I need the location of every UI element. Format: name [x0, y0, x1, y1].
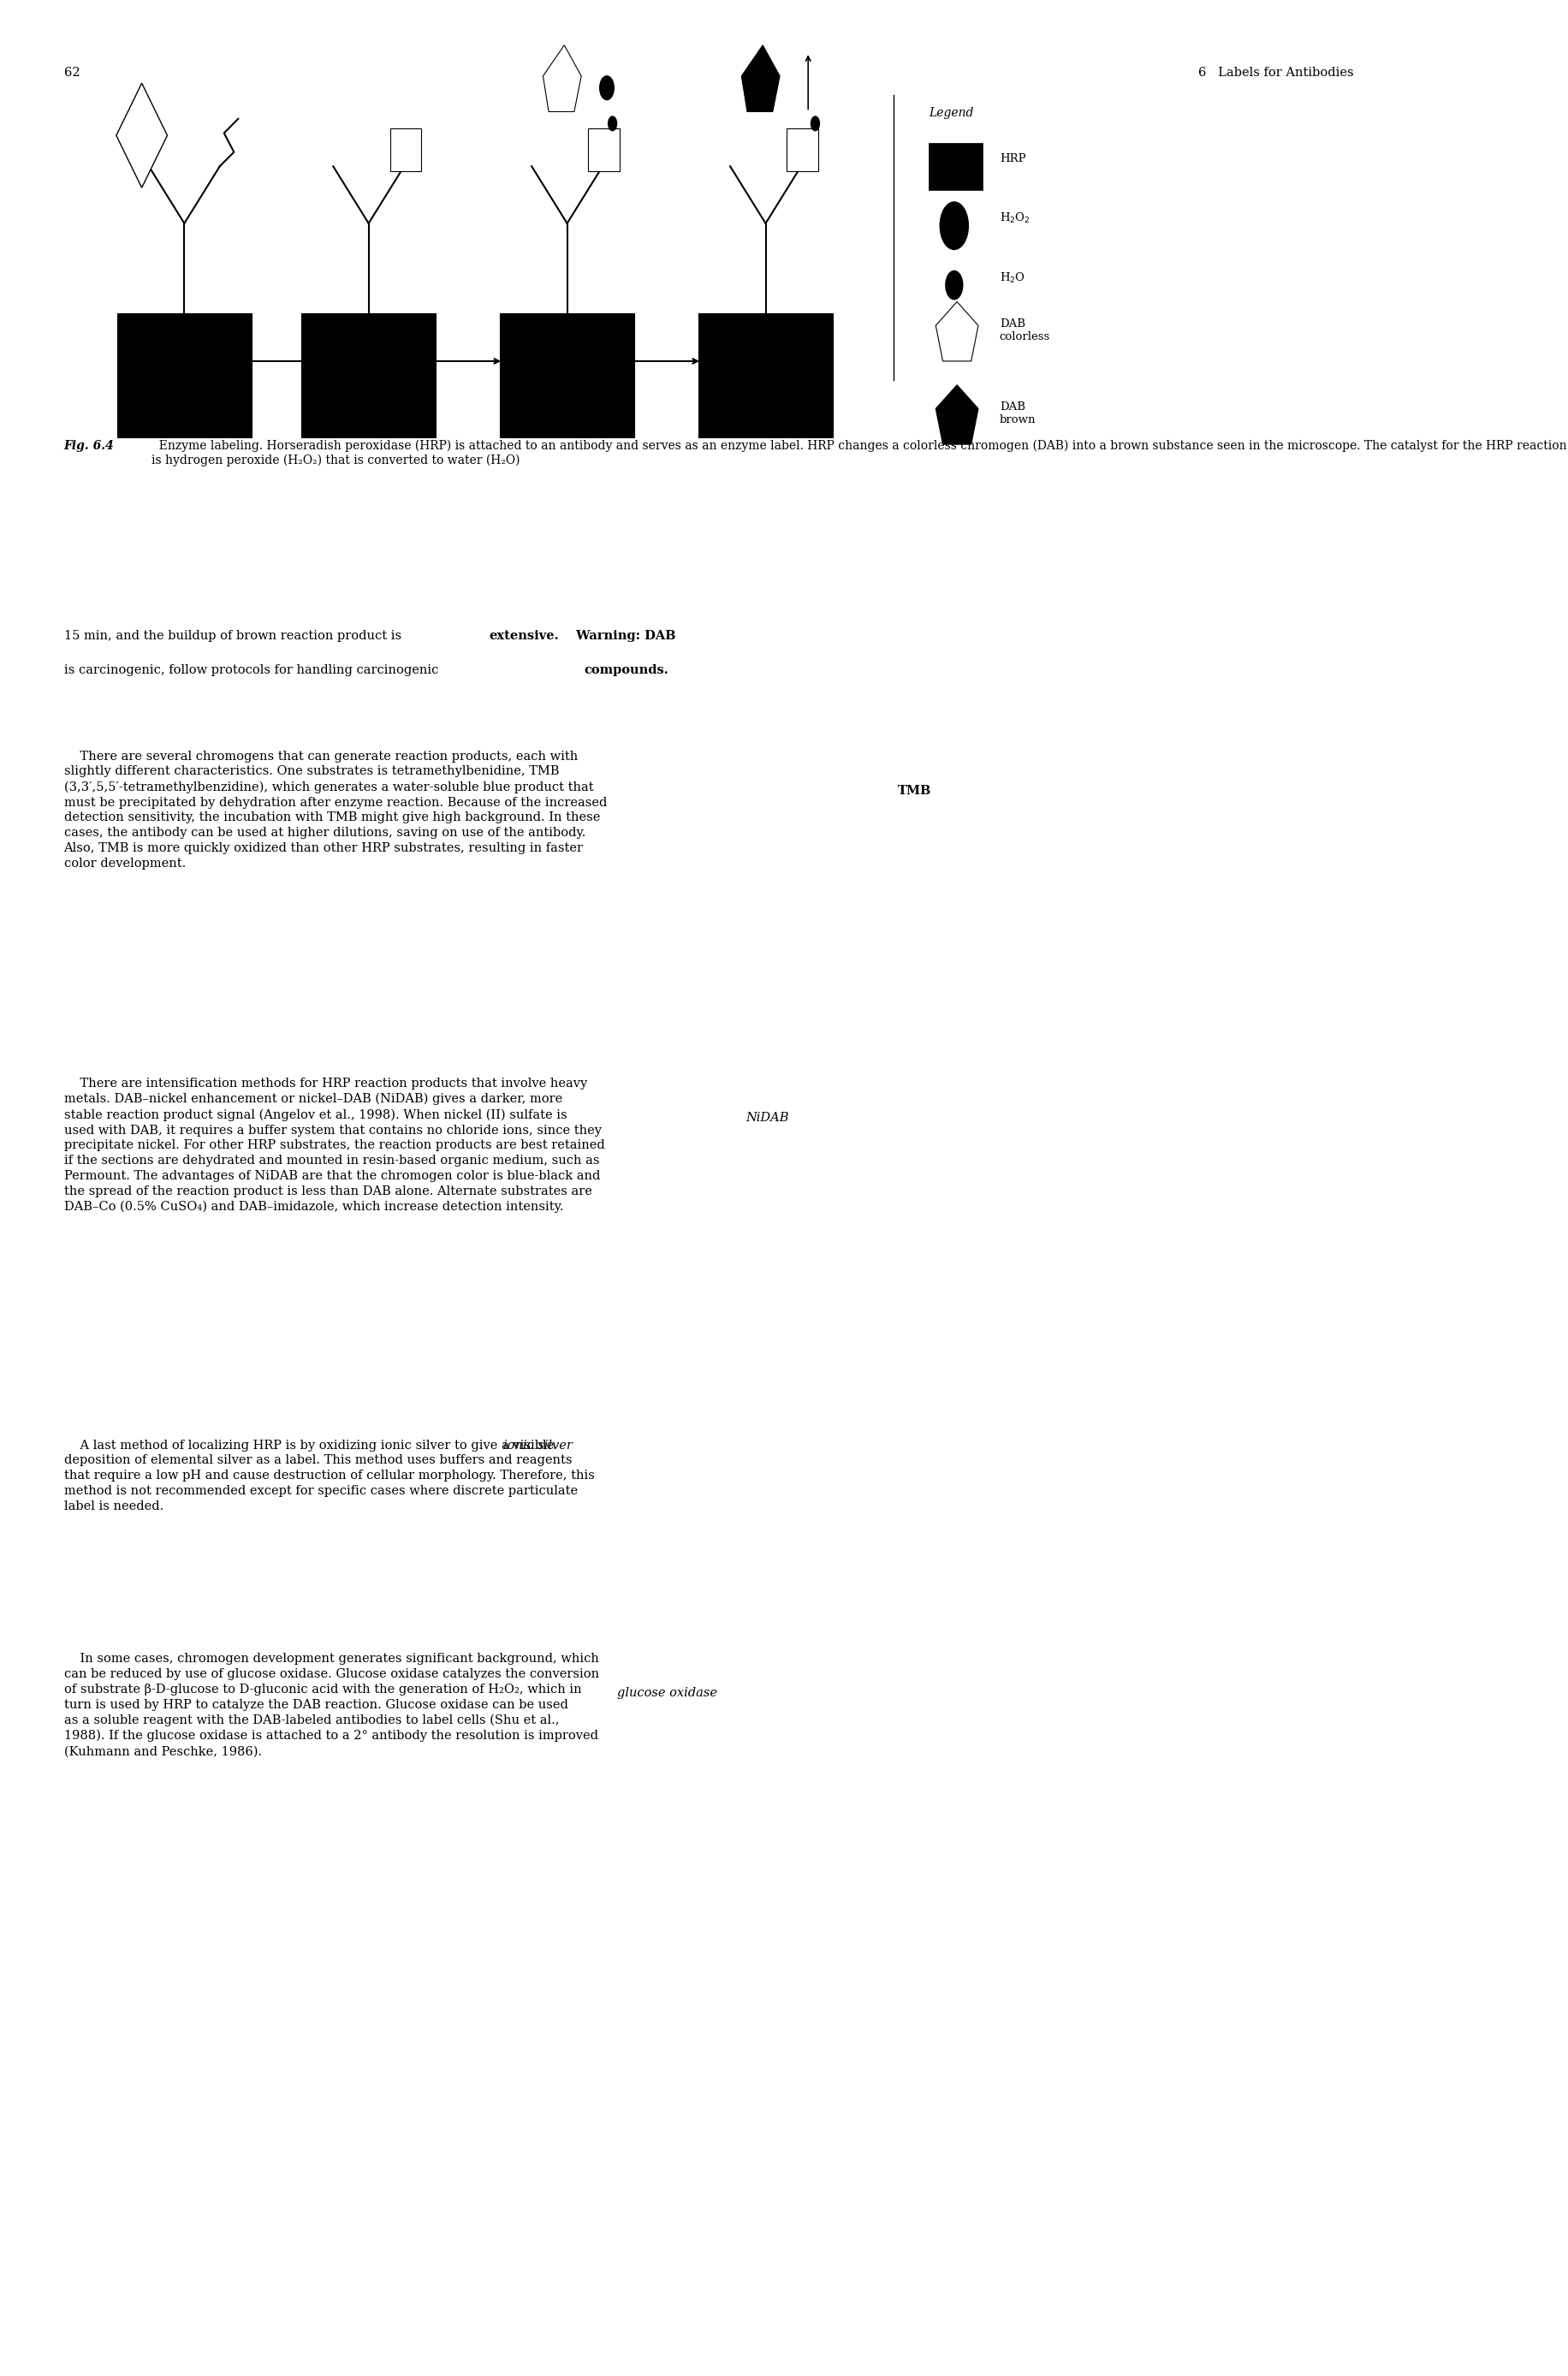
Text: H$_2$O$_2$: H$_2$O$_2$	[999, 211, 1030, 226]
Bar	[787, 128, 818, 171]
Text: 6   Labels for Antibodies: 6 Labels for Antibodies	[1198, 67, 1355, 78]
Text: DAB
colorless: DAB colorless	[999, 318, 1051, 342]
Text: H$_2$O: H$_2$O	[999, 271, 1025, 285]
Bar	[118, 314, 251, 437]
Text: ionic silver: ionic silver	[503, 1440, 572, 1452]
Polygon shape	[936, 302, 978, 361]
Circle shape	[608, 116, 616, 131]
Text: 15 min, and the buildup of brown reaction product is: 15 min, and the buildup of brown reactio…	[64, 630, 405, 642]
Text: In some cases, chromogen development generates significant background, which
can: In some cases, chromogen development gen…	[64, 1654, 599, 1758]
Polygon shape	[742, 45, 779, 112]
Text: There are intensification methods for HRP reaction products that involve heavy
m: There are intensification methods for HR…	[64, 1079, 605, 1214]
Text: A last method of localizing HRP is by oxidizing ionic silver to give a visible
d: A last method of localizing HRP is by ox…	[64, 1440, 594, 1514]
Text: NiDAB: NiDAB	[746, 1112, 789, 1124]
Polygon shape	[543, 45, 582, 112]
Bar	[588, 128, 619, 171]
Bar	[301, 314, 436, 437]
Text: Fig. 6.4: Fig. 6.4	[64, 440, 114, 451]
Circle shape	[939, 202, 969, 249]
Bar	[698, 314, 833, 437]
Bar	[928, 143, 983, 190]
Polygon shape	[116, 83, 168, 188]
Text: Warning: DAB: Warning: DAB	[571, 630, 676, 642]
Circle shape	[811, 116, 820, 131]
Circle shape	[599, 76, 615, 100]
Text: is carcinogenic, follow protocols for handling carcinogenic: is carcinogenic, follow protocols for ha…	[64, 663, 442, 677]
Text: TMB: TMB	[897, 784, 931, 796]
Text: compounds.: compounds.	[585, 663, 668, 677]
Text: Enzyme labeling. Horseradish peroxidase (HRP) is attached to an antibody and ser: Enzyme labeling. Horseradish peroxidase …	[152, 440, 1566, 466]
Text: Legend: Legend	[928, 107, 974, 119]
Text: DAB
brown: DAB brown	[999, 402, 1036, 425]
Text: 62: 62	[64, 67, 80, 78]
Text: There are several chromogens that can generate reaction products, each with
slig: There are several chromogens that can ge…	[64, 751, 607, 870]
Polygon shape	[936, 385, 978, 444]
Text: HRP: HRP	[999, 154, 1025, 164]
Text: glucose oxidase: glucose oxidase	[616, 1687, 717, 1699]
Circle shape	[946, 271, 963, 299]
Bar	[390, 128, 422, 171]
Text: extensive.: extensive.	[489, 630, 560, 642]
Bar	[500, 314, 635, 437]
